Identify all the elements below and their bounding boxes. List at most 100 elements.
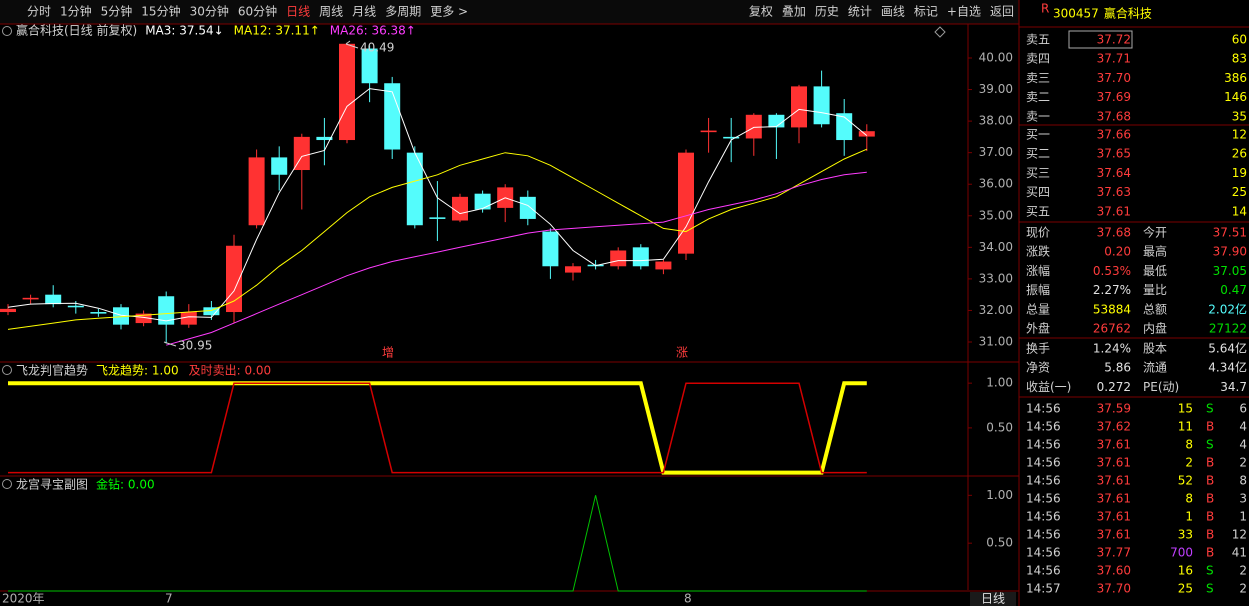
trade-side: S — [1206, 402, 1214, 416]
trade-price: 37.60 — [1097, 564, 1131, 578]
period-tab[interactable]: 5分钟 — [101, 4, 133, 19]
order-volume: 60 — [1232, 33, 1247, 47]
y-tick-label: 35.00 — [979, 208, 1013, 222]
trade-count: 12 — [1232, 528, 1247, 542]
pane-icon[interactable] — [2, 365, 12, 375]
order-label: 卖四 — [1026, 52, 1050, 66]
pane-icon[interactable] — [2, 479, 12, 489]
period-tab[interactable]: 月线 — [352, 5, 376, 19]
trade-side: B — [1206, 492, 1214, 506]
tool-button[interactable]: 历史 — [815, 5, 839, 19]
y-tick-label: 1.00 — [986, 488, 1013, 502]
stat-label: 今开 — [1143, 225, 1167, 240]
order-label: 卖五 — [1026, 33, 1050, 47]
stat-value: 2.02亿 — [1208, 301, 1247, 316]
tool-button[interactable]: 返回 — [990, 5, 1014, 19]
stat-value: 37.51 — [1213, 226, 1247, 240]
tool-button[interactable]: 叠加 — [782, 5, 806, 19]
pane-icon[interactable] — [2, 26, 12, 36]
tool-button[interactable]: 复权 — [749, 5, 773, 19]
period-tab[interactable]: 更多 > — [430, 5, 468, 19]
period-tab[interactable]: 30分钟 — [190, 4, 229, 19]
trade-price: 37.61 — [1097, 492, 1131, 506]
pane-title: 飞龙判官趋势 — [16, 363, 88, 378]
trade-count: 4 — [1239, 420, 1247, 434]
trade-count: 4 — [1239, 438, 1247, 452]
candle-body — [610, 250, 627, 267]
trade-time: 14:56 — [1026, 510, 1061, 524]
stat-label: 外盘 — [1026, 321, 1050, 336]
stat-label: 收益(一) — [1026, 380, 1071, 394]
candle-body — [339, 43, 355, 141]
period-tab[interactable]: 多周期 — [385, 5, 421, 19]
trade-time: 14:56 — [1026, 564, 1061, 578]
stat-label: 最高 — [1143, 244, 1167, 259]
order-label: 卖二 — [1026, 90, 1050, 104]
order-price: 37.69 — [1097, 90, 1131, 104]
order-price: 37.68 — [1097, 109, 1131, 123]
quote-code: 300457 — [1053, 7, 1099, 21]
order-price: 37.72 — [1097, 33, 1131, 47]
candle-body — [158, 296, 175, 325]
trade-side: B — [1206, 510, 1214, 524]
order-price: 37.64 — [1097, 166, 1131, 180]
y-tick-label: 36.00 — [979, 177, 1013, 191]
period-tab[interactable]: 日线 — [286, 5, 310, 19]
trade-volume: 8 — [1185, 492, 1193, 506]
trade-time: 14:56 — [1026, 438, 1061, 452]
order-label: 买五 — [1026, 204, 1050, 218]
order-volume: 14 — [1232, 204, 1247, 218]
order-volume: 25 — [1232, 185, 1247, 199]
stat-value: 4.34亿 — [1208, 360, 1247, 375]
trade-price: 37.59 — [1097, 402, 1131, 416]
candle-body — [655, 261, 672, 270]
candle-body — [45, 294, 62, 305]
trade-count: 3 — [1239, 492, 1247, 506]
stat-label: 量比 — [1143, 283, 1167, 297]
stat-value: 5.64亿 — [1208, 341, 1247, 356]
diamond-icon[interactable] — [934, 26, 946, 38]
tool-button[interactable]: 画线 — [881, 5, 905, 19]
order-price: 37.61 — [1097, 204, 1131, 218]
y-tick-label: 1.00 — [986, 376, 1013, 390]
tool-button[interactable]: 统计 — [848, 5, 872, 19]
trade-volume: 11 — [1178, 420, 1193, 434]
candle-body — [768, 114, 785, 128]
period-tab[interactable]: 15分钟 — [141, 4, 180, 19]
candle-body — [452, 196, 468, 221]
time-label: 8 — [684, 592, 692, 606]
period-button[interactable]: 日线 — [981, 592, 1005, 606]
stat-value: 37.90 — [1213, 245, 1247, 259]
period-tab[interactable]: 分时 — [27, 5, 51, 19]
period-button-bg[interactable] — [970, 592, 1016, 606]
stat-value: 0.53% — [1093, 264, 1131, 278]
order-label: 买一 — [1026, 128, 1050, 142]
indicator-label: MA3: 37.54↓ — [145, 24, 223, 38]
stat-value: 2.27% — [1093, 283, 1131, 297]
stat-value: 37.05 — [1213, 264, 1247, 278]
y-tick-label: 33.00 — [979, 271, 1013, 285]
period-tab[interactable]: 周线 — [319, 5, 343, 19]
candle-body — [542, 231, 559, 267]
order-price: 37.65 — [1097, 147, 1131, 161]
period-tab[interactable]: 1分钟 — [60, 4, 92, 19]
candle-body — [474, 193, 491, 210]
trade-time: 14:56 — [1026, 546, 1061, 560]
period-tab[interactable]: 60分钟 — [238, 4, 277, 19]
y-tick-label: 40.00 — [979, 50, 1013, 64]
trade-side: B — [1206, 456, 1214, 470]
order-price: 37.71 — [1097, 52, 1131, 66]
trade-price: 37.61 — [1097, 438, 1131, 452]
pane-title: 赢合科技(日线 前复权) — [16, 23, 137, 38]
order-volume: 19 — [1232, 166, 1247, 180]
trade-side: B — [1206, 546, 1214, 560]
trade-volume: 8 — [1185, 438, 1193, 452]
tool-button[interactable]: 标记 — [914, 5, 938, 19]
trade-time: 14:56 — [1026, 402, 1061, 416]
tool-button[interactable]: +自选 — [947, 5, 981, 19]
order-label: 买三 — [1026, 166, 1050, 180]
indicator-line — [8, 381, 867, 475]
trade-price: 37.61 — [1097, 456, 1131, 470]
